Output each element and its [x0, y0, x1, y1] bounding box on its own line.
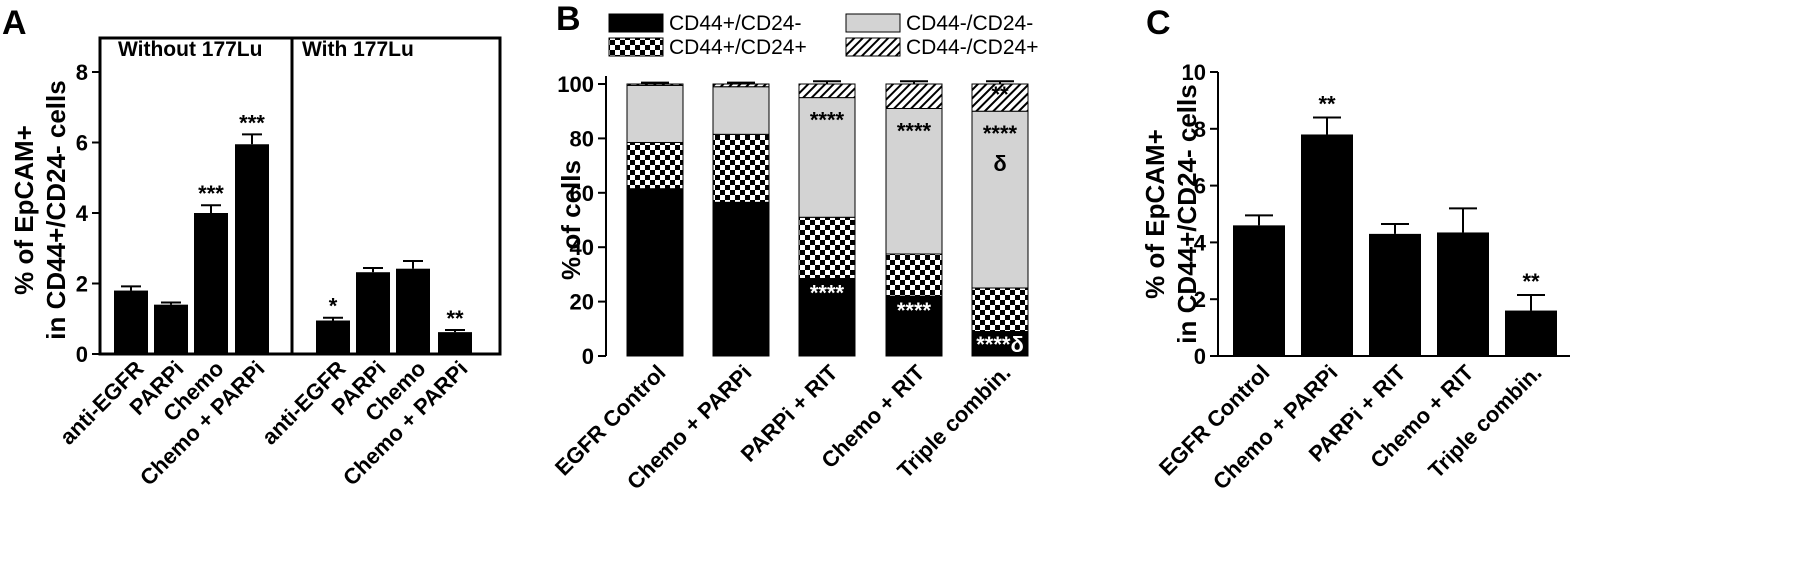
panel-b-legend-swatch [608, 37, 664, 57]
panel-c-y-tick-label: 4 [1194, 230, 1207, 255]
panel-b-segment [712, 133, 770, 203]
panel-a-significance: * [329, 294, 338, 319]
panel-a-y-tick-label: 8 [76, 60, 88, 85]
panel-c-y-tick-label: 8 [1194, 117, 1206, 142]
panel-b-segment [971, 331, 1029, 357]
panel-b-legend-swatch [608, 13, 664, 33]
panel-b-significance: **** [983, 121, 1018, 146]
panel-b-segment [626, 83, 684, 86]
panel-c-significance: ** [1318, 91, 1336, 116]
panel-c-x-tick-label: Chemo + PARPi [1208, 360, 1343, 495]
panel-letter-b: B [556, 0, 581, 38]
panel-b-significance: **** [810, 108, 845, 133]
panel-a-bar [438, 332, 472, 354]
panel-c-bar [1369, 233, 1421, 356]
panel-b-legend-label: CD44-/CD24+ [906, 36, 1038, 59]
panel-a-y-tick-label: 2 [76, 272, 88, 297]
panel-b-segment [712, 201, 770, 357]
panel-b-segment [798, 216, 856, 279]
panel-b-segment [712, 86, 770, 135]
panel-b-segment [798, 83, 856, 99]
panel-c-y-axis-title-line2: in CD44+/CD24- cells [1172, 84, 1202, 343]
panel-a-bar [154, 304, 188, 354]
panel-b-segment [971, 287, 1029, 333]
panel-a-bar [356, 272, 390, 354]
panel-b-significance: **** [810, 280, 845, 305]
panel-b-segment [971, 110, 1029, 289]
panel-a-significance: ** [446, 306, 464, 331]
panel-b-segment [712, 83, 770, 88]
panel-b-legend-label: CD44+/CD24+ [669, 36, 807, 59]
panel-b-segment [626, 188, 684, 357]
panel-a-bar [396, 268, 430, 354]
panel-a-y-axis-title-line1: % of EpCAM+ [9, 125, 39, 295]
panel-c-y-axis-title-line1: % of EpCAM+ [1140, 129, 1170, 299]
panel-b-chart: % of cells 0 20 40 60 80 100 CD44+/CD24- CD44-/… [550, 12, 1038, 494]
panel-a-y-tick-label: 6 [76, 131, 88, 156]
panel-b-segment [798, 277, 856, 357]
panel-a-chart: % of EpCAM+ in CD44+/CD24- cells 0 2 4 6 8 Wi… [9, 36, 502, 490]
panel-b-y-tick-label: 0 [582, 344, 594, 369]
panel-b-segment [798, 97, 856, 218]
panel-b-segment [885, 253, 943, 297]
panel-a-y-tick-label: 4 [76, 201, 89, 226]
panel-b-y-tick-label: 80 [570, 126, 594, 151]
panel-a-significance: *** [198, 181, 224, 206]
panel-a-frame [98, 36, 502, 356]
panel-c-bar [1301, 134, 1353, 356]
panel-b-segment [885, 295, 943, 357]
panel-a-significance: *** [239, 110, 265, 135]
panel-c-bar [1233, 225, 1285, 356]
panel-a-bar [114, 290, 148, 354]
panel-c-chart: % of EpCAM+ in CD44+/CD24- cells 0 2 4 6 8 10… [1140, 60, 1570, 494]
panel-b-y-tick-label: 40 [570, 235, 594, 260]
panel-a-y-axis-title-line2: in CD44+/CD24- cells [41, 80, 71, 339]
panel-b-segment [971, 83, 1029, 112]
panel-b-y-tick-label: 20 [570, 290, 594, 315]
panel-b-legend-label: CD44+/CD24- [669, 12, 801, 35]
panel-letter-a: A [2, 4, 27, 42]
panel-b-segment [626, 84, 684, 143]
panel-a-group-title: Without 177Lu [118, 38, 262, 61]
panel-c-significance: ** [1522, 269, 1540, 294]
panel-b-significance: **** [897, 118, 932, 143]
panel-b-y-tick-label: 100 [557, 72, 594, 97]
panel-a-bar [235, 144, 269, 354]
panel-c-y-tick-label: 6 [1194, 174, 1206, 199]
panel-b-segment [626, 141, 684, 190]
panel-b-legend-swatch [845, 13, 901, 33]
panel-b-y-tick-label: 60 [570, 181, 594, 206]
panel-b-significance: δ [993, 151, 1006, 176]
panel-a-bar [316, 320, 350, 354]
panel-b-significance: ** [991, 82, 1009, 107]
panel-b-segment [885, 83, 943, 109]
panel-c-bar [1437, 232, 1489, 356]
panel-c-y-tick-label: 0 [1194, 344, 1206, 369]
panel-b-legend-label: CD44-/CD24- [906, 12, 1033, 35]
panel-b-significance: ****δ [976, 332, 1024, 357]
panel-b-segment [885, 107, 943, 255]
panel-b-y-axis-title: % of cells [556, 160, 586, 280]
panel-a-bar [194, 213, 228, 354]
panel-b-significance: **** [897, 298, 932, 323]
panel-c-y-tick-label: 2 [1194, 287, 1206, 312]
panel-a-y-tick-label: 0 [76, 342, 88, 367]
panel-c-bar [1505, 310, 1557, 356]
panel-a-group-title: With 177Lu [302, 38, 414, 61]
panel-b-legend-swatch [845, 37, 901, 57]
panel-letter-c: C [1146, 4, 1171, 42]
panel-c-y-tick-label: 10 [1182, 60, 1206, 85]
